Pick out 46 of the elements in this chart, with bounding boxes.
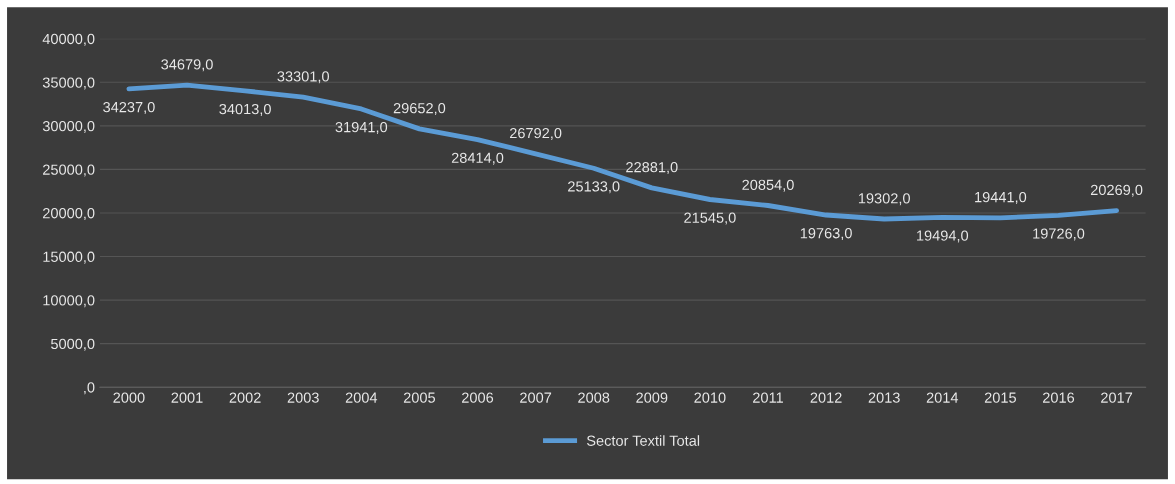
data-label: 22881,0 xyxy=(626,162,678,175)
x-tick-label: 2014 xyxy=(926,392,959,403)
data-label: 19763,0 xyxy=(800,228,852,241)
x-tick-label: 2012 xyxy=(810,392,842,403)
y-tick-label: ,0 xyxy=(84,382,95,395)
y-tick-label: 15000,0 xyxy=(43,251,95,264)
data-label: 28414,0 xyxy=(451,152,504,165)
data-label: 34013,0 xyxy=(219,103,271,116)
y-tick-label: 35000,0 xyxy=(42,77,95,90)
y-tick-label: 40000,0 xyxy=(42,33,95,46)
x-tick-label: 2011 xyxy=(753,392,783,403)
x-tick-label: 2007 xyxy=(520,392,552,403)
x-tick-label: 2005 xyxy=(403,392,436,403)
data-label: 20269,0 xyxy=(1090,184,1143,197)
data-label: 19441,0 xyxy=(975,191,1027,205)
x-tick-label: 2009 xyxy=(636,392,668,403)
x-tick-label: 2017 xyxy=(1101,392,1133,403)
data-label: 34679,0 xyxy=(161,59,213,72)
data-label: 33301,0 xyxy=(277,71,330,84)
data-label: 25133,0 xyxy=(568,181,620,194)
data-label: 29652,0 xyxy=(393,103,446,116)
x-tick-label: 2004 xyxy=(345,392,378,403)
x-tick-label: 2001 xyxy=(171,392,203,403)
y-tick-label: 25000,0 xyxy=(43,164,95,177)
y-tick-label: 5000,0 xyxy=(51,338,95,351)
data-label: 34237,0 xyxy=(103,101,155,115)
x-tick-label: 2013 xyxy=(868,392,900,403)
x-tick-label: 2002 xyxy=(229,392,261,403)
x-tick-label: 2006 xyxy=(462,392,494,403)
data-label: 31941,0 xyxy=(335,121,388,135)
data-label: 21545,0 xyxy=(684,212,736,225)
y-tick-label: 20000,0 xyxy=(43,208,95,221)
x-tick-label: 2008 xyxy=(578,392,610,403)
x-tick-label: 2016 xyxy=(1042,392,1075,403)
x-tick-label: 2003 xyxy=(287,392,319,403)
data-label: 26792,0 xyxy=(509,127,562,140)
y-tick-label: 30000,0 xyxy=(42,120,95,133)
x-tick-label: 2015 xyxy=(984,392,1016,403)
legend-label: Sector Textil Total xyxy=(586,435,700,446)
data-label: 19726,0 xyxy=(1033,228,1085,241)
x-tick-label: 2010 xyxy=(694,392,726,403)
y-tick-label: 10000,0 xyxy=(43,295,95,308)
data-label: 19302,0 xyxy=(858,193,910,206)
data-label: 20854,0 xyxy=(742,179,794,192)
x-tick-label: 2000 xyxy=(113,392,145,403)
data-label: 19494,0 xyxy=(917,230,969,243)
